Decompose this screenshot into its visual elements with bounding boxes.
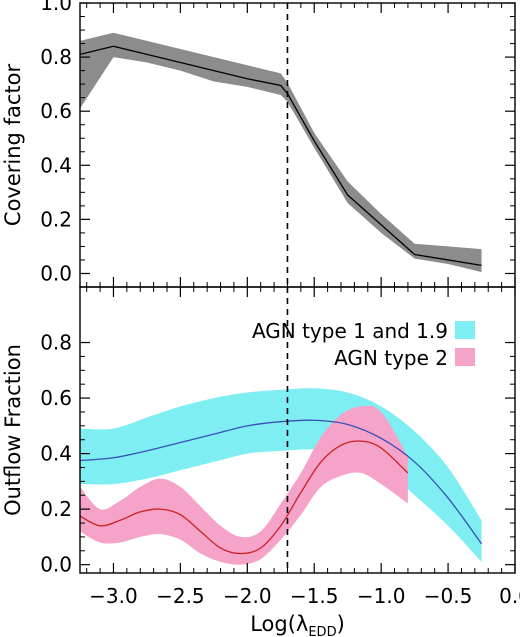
bot-line-series-0 (79, 419, 483, 545)
top-y-axis-label: Covering factor (1, 64, 25, 227)
bottom-lines (79, 419, 483, 555)
bottom-y-axis-label: Outflow Fraction (1, 344, 25, 516)
bottom-ticks: 0.0 0.2 0.4 0.6 0.8 −3.0 −2.5 −2.0 −1.5 −1.0 −0.5 0… (40, 287, 520, 608)
x-tick-label: −3.0 (89, 584, 138, 608)
y-tick-label-top: 0.8 (40, 45, 72, 69)
bot-band-series-1 (80, 405, 408, 565)
y-tick-label-top: 0.6 (40, 99, 72, 123)
legend-label-series-0: AGN type 1 and 1.9 (252, 319, 448, 343)
legend-swatch-series-1 (455, 348, 475, 366)
y-tick-label-bot: 0.8 (40, 331, 72, 355)
top-line-series-0 (79, 45, 482, 267)
bot-line-series-1 (79, 440, 409, 555)
top-panel: 0.0 0.2 0.4 0.6 0.8 1.0 Covering factor (1, 0, 516, 288)
top-lines (79, 45, 482, 267)
y-tick-label-bot: 0.6 (40, 386, 72, 410)
x-tick-label: −2.0 (223, 584, 272, 608)
y-tick-label-bot: 0.0 (40, 553, 72, 577)
y-tick-label-top: 0.2 (40, 207, 72, 231)
x-tick-label: −0.5 (424, 584, 473, 608)
x-axis-label-subscript: EDD (308, 625, 336, 637)
x-axis-label-close: ) (337, 612, 345, 636)
legend: AGN type 1 and 1.9 AGN type 2 (252, 319, 475, 370)
x-tick-label: −1.5 (290, 584, 339, 608)
top-ticks: 0.0 0.2 0.4 0.6 0.8 1.0 (40, 0, 516, 287)
legend-label-series-1: AGN type 2 (334, 346, 448, 370)
bot-axes-frame (79, 286, 516, 574)
y-tick-label-bot: 0.2 (40, 497, 72, 521)
bottom-frame (79, 286, 516, 574)
x-tick-label: 0.0 (499, 584, 520, 608)
top-bands (80, 32, 482, 273)
legend-swatch-series-0 (455, 321, 475, 339)
y-tick-label-bot: 0.4 (40, 442, 72, 466)
bottom-panel: 0.0 0.2 0.4 0.6 0.8 −3.0 −2.5 −2.0 −1.5 −1.0 −0.5 0… (1, 286, 520, 637)
y-tick-label-top: 0.4 (40, 153, 72, 177)
top-band-series-0 (80, 32, 482, 273)
x-tick-label: −1.0 (357, 584, 406, 608)
x-axis-label: Log(λEDD) (250, 612, 345, 637)
x-tick-label: −2.5 (156, 584, 205, 608)
y-tick-label-top: 0.0 (40, 261, 72, 285)
x-axis-label-main: Log(λ (250, 612, 308, 636)
bottom-bands (80, 388, 482, 565)
y-tick-label-top: 1.0 (40, 0, 72, 15)
